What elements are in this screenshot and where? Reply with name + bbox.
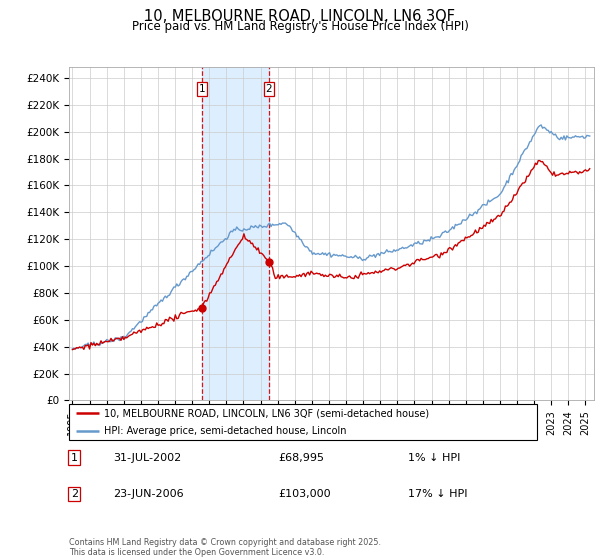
Text: 23-JUN-2006: 23-JUN-2006 [113,489,184,499]
Text: 10, MELBOURNE ROAD, LINCOLN, LN6 3QF: 10, MELBOURNE ROAD, LINCOLN, LN6 3QF [145,9,455,24]
Text: 10, MELBOURNE ROAD, LINCOLN, LN6 3QF (semi-detached house): 10, MELBOURNE ROAD, LINCOLN, LN6 3QF (se… [104,408,429,418]
Text: Price paid vs. HM Land Registry's House Price Index (HPI): Price paid vs. HM Land Registry's House … [131,20,469,33]
Text: 1: 1 [199,84,205,94]
Text: 1: 1 [71,452,78,463]
Text: £68,995: £68,995 [278,452,324,463]
Bar [202,67,269,400]
Text: 31-JUL-2002: 31-JUL-2002 [113,452,182,463]
Text: 17% ↓ HPI: 17% ↓ HPI [409,489,468,499]
Text: 2: 2 [265,84,272,94]
Text: Contains HM Land Registry data © Crown copyright and database right 2025.
This d: Contains HM Land Registry data © Crown c… [69,538,381,557]
Text: £103,000: £103,000 [278,489,331,499]
Text: HPI: Average price, semi-detached house, Lincoln: HPI: Average price, semi-detached house,… [104,426,347,436]
Text: 2: 2 [71,489,78,499]
Text: 1% ↓ HPI: 1% ↓ HPI [409,452,461,463]
FancyBboxPatch shape [69,404,537,440]
